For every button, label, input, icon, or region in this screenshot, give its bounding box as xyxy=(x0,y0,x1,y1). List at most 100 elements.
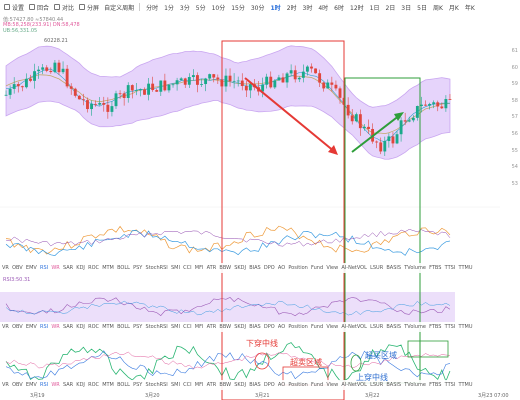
indicator-tab-kdj[interactable]: KDJ xyxy=(76,265,85,271)
indicator-tab-skdj[interactable]: SKDJ xyxy=(234,382,246,388)
indicator-tab-tvolume[interactable]: TVolume xyxy=(404,265,426,271)
tool-settings[interactable]: 设置 xyxy=(4,3,24,12)
indicator-tab-roc[interactable]: ROC xyxy=(88,265,99,271)
interval-1[interactable]: 1分 xyxy=(164,4,174,12)
interval-2[interactable]: 3分 xyxy=(179,4,190,12)
interval-7[interactable]: 1时 xyxy=(270,4,281,12)
indicator-tab-cci[interactable]: CCI xyxy=(183,265,192,271)
indicator-tab-ftbs[interactable]: FTBS xyxy=(429,324,442,330)
indicator-tab-emv[interactable]: EMV xyxy=(25,382,37,388)
interval-16[interactable]: 5日 xyxy=(417,4,427,12)
indicator-tab-obv[interactable]: OBV xyxy=(12,265,23,271)
indicator-tab-view[interactable]: View xyxy=(326,324,339,330)
tool-split[interactable]: 分屏 xyxy=(79,3,99,12)
indicator-tab-mtm[interactable]: MTM xyxy=(102,265,114,271)
indicator-tab-ai-netvol[interactable]: AI-NetVOL xyxy=(341,324,367,330)
indicator-tab-psy[interactable]: PSY xyxy=(133,382,143,388)
indicator-tab-ttsi[interactable]: TTSI xyxy=(444,265,456,271)
indicator-tab-basis[interactable]: BASIS xyxy=(386,265,402,271)
indicator-tab-boll[interactable]: BOLL xyxy=(117,382,130,388)
indicator-tab-view[interactable]: View xyxy=(326,265,339,271)
indicator-tab-tvolume[interactable]: TVolume xyxy=(404,324,426,330)
indicator-tab-mfi[interactable]: MFI xyxy=(194,324,204,330)
indicator-tab-stochrsi[interactable]: StochRSI xyxy=(145,324,168,330)
indicator-tab-bias[interactable]: BIAS xyxy=(249,324,261,330)
indicator-tab-mfi[interactable]: MFI xyxy=(194,382,204,388)
indicator-tab-sar[interactable]: SAR xyxy=(62,382,74,388)
indicator-tab-cci[interactable]: CCI xyxy=(183,324,192,330)
indicator-tab-mtm[interactable]: MTM xyxy=(102,382,114,388)
interval-10[interactable]: 4时 xyxy=(318,4,329,12)
indicator-tab-position[interactable]: Position xyxy=(288,324,308,330)
indicator-tab-ao[interactable]: AO xyxy=(277,265,286,271)
interval-8[interactable]: 2时 xyxy=(286,4,297,12)
indicator-tab-ai-netvol[interactable]: AI-NetVOL xyxy=(341,265,367,271)
interval-0[interactable]: 分时 xyxy=(146,4,159,12)
interval-18[interactable]: 月K xyxy=(448,4,459,12)
interval-17[interactable]: 周K xyxy=(432,4,443,12)
indicator-tab-rsi[interactable]: RSI xyxy=(40,382,49,388)
indicator-tab-psy[interactable]: PSY xyxy=(133,265,143,271)
indicator-tab-bbw[interactable]: BBW xyxy=(219,382,232,388)
indicator-tab-ttsi[interactable]: TTSI xyxy=(444,382,456,388)
indicator-tab-boll[interactable]: BOLL xyxy=(117,265,130,271)
tool-compare[interactable]: 对比 xyxy=(54,3,74,12)
indicator-tab-skdj[interactable]: SKDJ xyxy=(234,324,246,330)
interval-12[interactable]: 12时 xyxy=(350,4,364,12)
indicator-tab-ttmu[interactable]: TTMU xyxy=(458,382,473,388)
indicator-tab-ai-netvol[interactable]: AI-NetVOL xyxy=(341,382,367,388)
indicator-tab-bias[interactable]: BIAS xyxy=(249,265,261,271)
interval-4[interactable]: 10分 xyxy=(211,4,226,12)
indicator-tab-smi[interactable]: SMI xyxy=(170,382,180,388)
interval-15[interactable]: 3日 xyxy=(401,4,412,12)
indicator-tab-rsi[interactable]: RSI xyxy=(40,324,49,330)
indicator-tab-ttmu[interactable]: TTMU xyxy=(458,324,473,330)
indicator-tab-tvolume[interactable]: TVolume xyxy=(404,382,426,388)
indicator-tab-lsur[interactable]: LSUR xyxy=(370,265,384,271)
indicator-tab-wr[interactable]: WR xyxy=(51,265,60,271)
indicator-tab-dpo[interactable]: DPO xyxy=(263,382,275,388)
indicator-tab-obv[interactable]: OBV xyxy=(12,382,23,388)
indicator-tab-smi[interactable]: SMI xyxy=(170,324,180,330)
indicator-tab-basis[interactable]: BASIS xyxy=(386,382,402,388)
indicator-tab-obv[interactable]: OBV xyxy=(12,324,23,330)
indicator-tab-boll[interactable]: BOLL xyxy=(117,324,130,330)
interval-5[interactable]: 15分 xyxy=(231,4,245,12)
indicator-tab-ftbs[interactable]: FTBS xyxy=(429,382,442,388)
indicator-tab-stochrsi[interactable]: StochRSI xyxy=(145,265,168,271)
indicator-tab-vr[interactable]: VR xyxy=(2,324,9,330)
interval-13[interactable]: 1日 xyxy=(369,4,380,12)
tool-custom-period[interactable]: 自定义周期 xyxy=(104,4,135,12)
indicator-tab-wr[interactable]: WR xyxy=(51,382,60,388)
indicator-tab-position[interactable]: Position xyxy=(288,265,308,271)
indicator-tab-sar[interactable]: SAR xyxy=(62,265,74,271)
indicator-tab-ao[interactable]: AO xyxy=(277,382,286,388)
indicator-tab-mtm[interactable]: MTM xyxy=(102,324,114,330)
interval-6[interactable]: 30分 xyxy=(250,4,265,12)
interval-11[interactable]: 6时 xyxy=(334,4,344,12)
indicator-tab-roc[interactable]: ROC xyxy=(88,324,99,330)
indicator-tab-atr[interactable]: ATR xyxy=(206,265,217,271)
indicator-tab-atr[interactable]: ATR xyxy=(206,382,217,388)
indicator-tab-lsur[interactable]: LSUR xyxy=(370,324,384,330)
indicator-tab-lsur[interactable]: LSUR xyxy=(370,382,384,388)
indicator-tab-atr[interactable]: ATR xyxy=(206,324,217,330)
indicator-tab-cci[interactable]: CCI xyxy=(183,382,192,388)
indicator-tab-smi[interactable]: SMI xyxy=(170,265,180,271)
indicator-tab-psy[interactable]: PSY xyxy=(133,324,143,330)
interval-9[interactable]: 3时 xyxy=(302,4,313,12)
indicator-tab-emv[interactable]: EMV xyxy=(25,324,37,330)
indicator-tab-position[interactable]: Position xyxy=(288,382,308,388)
tool-tile[interactable]: 回合 xyxy=(29,3,49,12)
indicator-tab-ttmu[interactable]: TTMU xyxy=(458,265,473,271)
interval-3[interactable]: 5分 xyxy=(195,4,206,12)
indicator-tab-wr[interactable]: WR xyxy=(51,324,60,330)
indicator-tab-roc[interactable]: ROC xyxy=(88,382,99,388)
indicator-tab-basis[interactable]: BASIS xyxy=(386,324,402,330)
indicator-tab-stochrsi[interactable]: StochRSI xyxy=(145,382,168,388)
indicator-tab-vr[interactable]: VR xyxy=(2,382,9,388)
indicator-tab-bias[interactable]: BIAS xyxy=(249,382,261,388)
indicator-tab-skdj[interactable]: SKDJ xyxy=(234,265,246,271)
interval-19[interactable]: 年K xyxy=(464,4,475,12)
indicator-tab-kdj[interactable]: KDJ xyxy=(76,324,85,330)
